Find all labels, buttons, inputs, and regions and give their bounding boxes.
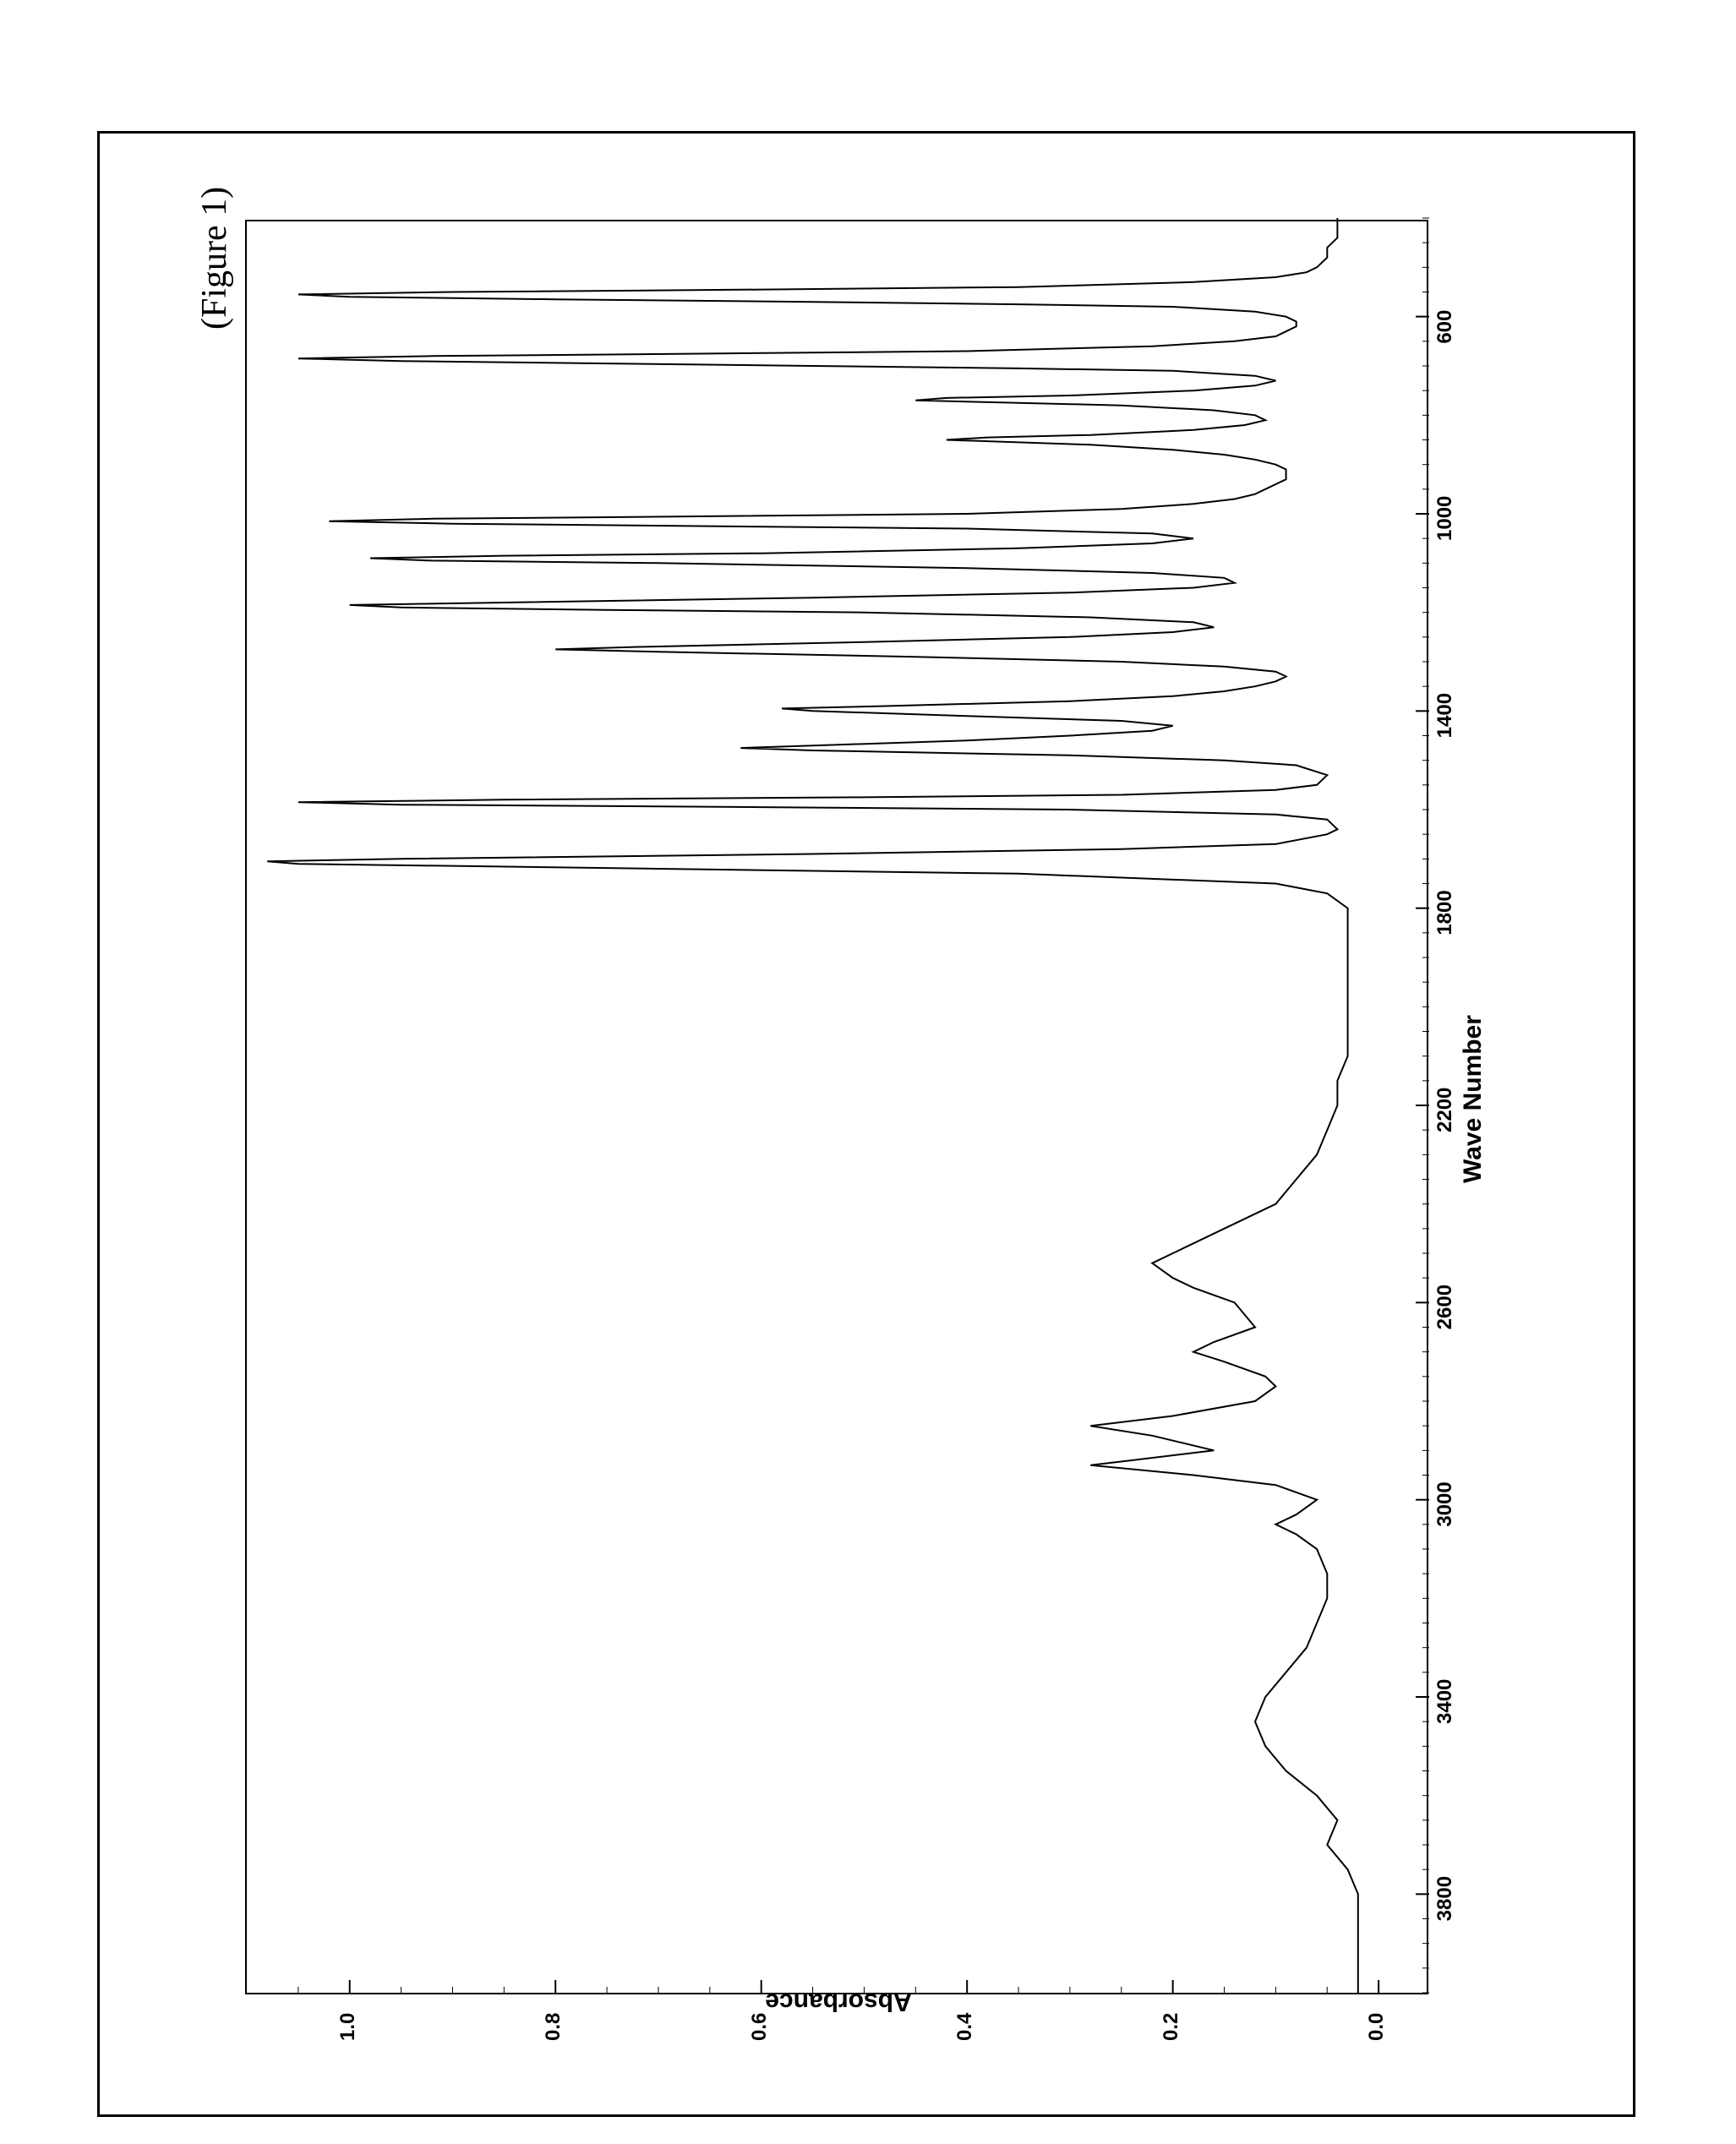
x-tick-label: 2200: [1433, 1088, 1457, 1132]
x-tick-label: 1000: [1433, 496, 1457, 541]
x-tick-label: 3000: [1433, 1481, 1457, 1526]
ir-spectrum-chart: Absorbance Wave Number 38003400300026002…: [228, 152, 1547, 2096]
x-tick-label: 600: [1433, 310, 1457, 344]
y-tick-label: 0.8: [542, 2013, 565, 2041]
y-tick-label: 0.2: [1160, 2013, 1183, 2041]
tick-labels-container: 3800 3400 3000 2600 2200 1800 1400 1000 600 0.0 0.…: [228, 152, 1547, 2096]
x-tick-label: 3400: [1433, 1679, 1457, 1724]
y-tick-label: 0.6: [748, 2013, 772, 2041]
y-tick-label: 0.0: [1365, 2013, 1389, 2041]
y-tick-label: 0.4: [953, 2013, 977, 2041]
x-tick-label: 1400: [1433, 693, 1457, 738]
x-tick-label: 1800: [1433, 890, 1457, 935]
x-tick-label: 3800: [1433, 1876, 1457, 1921]
y-tick-label: 1.0: [336, 2013, 360, 2041]
x-tick-label: 2600: [1433, 1285, 1457, 1329]
